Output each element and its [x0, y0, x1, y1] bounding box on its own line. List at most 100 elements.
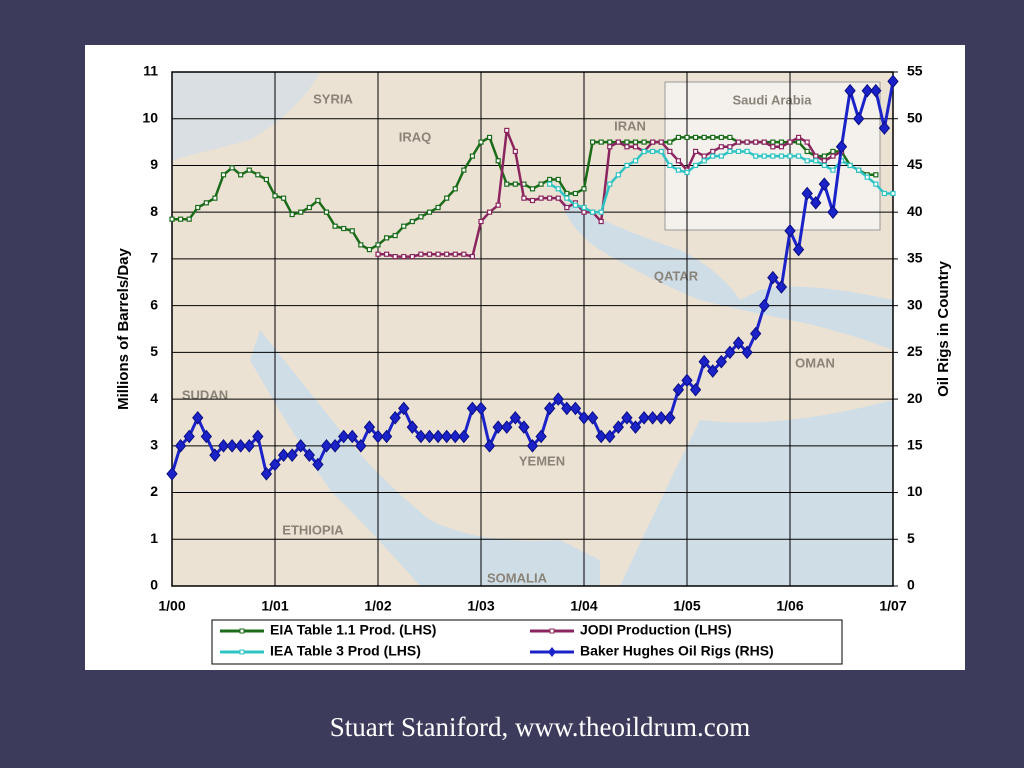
point	[701, 158, 707, 164]
point	[547, 195, 553, 201]
point	[535, 429, 547, 444]
point	[406, 420, 418, 434]
point	[629, 420, 642, 434]
point	[795, 153, 802, 159]
y2-tick-label: 0	[907, 577, 915, 593]
point	[572, 190, 579, 197]
point	[675, 167, 682, 173]
point	[632, 139, 639, 145]
point	[624, 139, 630, 145]
point	[252, 429, 264, 444]
point	[741, 345, 753, 360]
point	[372, 429, 384, 444]
point	[870, 83, 882, 98]
point	[624, 162, 630, 169]
point	[366, 246, 373, 253]
point	[607, 181, 613, 187]
point	[664, 411, 676, 425]
legend-marker	[239, 628, 245, 634]
y2-tick-label: 15	[907, 437, 923, 453]
point	[778, 144, 785, 150]
x-tick-label: 1/00	[158, 598, 185, 614]
point	[830, 167, 836, 173]
point	[821, 162, 827, 169]
point	[692, 162, 699, 169]
point	[469, 153, 476, 159]
point	[452, 186, 458, 192]
point	[744, 148, 750, 155]
point	[263, 176, 270, 183]
point	[632, 144, 639, 150]
point	[595, 429, 607, 444]
point	[767, 270, 779, 285]
y2-tick-label: 5	[907, 530, 915, 546]
map-label: QATAR	[654, 268, 699, 283]
point	[169, 216, 175, 222]
point	[418, 251, 424, 257]
point	[701, 153, 707, 159]
point	[586, 411, 599, 425]
plot-frame	[171, 71, 894, 587]
point	[177, 216, 184, 222]
point	[795, 134, 802, 141]
point	[380, 429, 393, 444]
point	[555, 186, 561, 192]
point	[526, 439, 539, 453]
y-tick-label: 6	[150, 296, 158, 312]
point	[650, 148, 656, 155]
point	[469, 253, 476, 260]
point	[332, 223, 338, 229]
point	[698, 354, 710, 369]
point	[255, 172, 261, 178]
y-tick-label: 7	[150, 250, 158, 266]
legend-marker	[239, 649, 245, 655]
map-label: IRAN	[614, 118, 646, 133]
point	[363, 420, 376, 434]
map-label: SOMALIA	[487, 570, 548, 585]
point	[801, 186, 813, 201]
point	[692, 148, 699, 155]
point	[432, 429, 444, 444]
point	[830, 148, 836, 155]
y-tick-label: 2	[150, 483, 158, 499]
map-label: OMAN	[795, 355, 835, 370]
point	[195, 204, 201, 211]
point	[495, 202, 501, 208]
y2-tick-label: 20	[907, 390, 923, 406]
x-tick-label: 1/04	[570, 598, 597, 614]
point	[461, 251, 467, 257]
point	[598, 218, 604, 225]
point	[426, 209, 433, 215]
point	[821, 158, 827, 164]
point	[229, 165, 235, 171]
point	[495, 158, 501, 164]
point	[538, 195, 544, 201]
point	[512, 148, 518, 155]
point	[435, 251, 441, 257]
point	[423, 429, 436, 444]
point	[804, 148, 810, 155]
point	[289, 211, 295, 218]
point	[192, 411, 204, 425]
point	[784, 224, 796, 238]
point	[844, 83, 856, 98]
point	[346, 429, 358, 444]
point	[624, 144, 630, 150]
y-tick-label: 11	[143, 63, 158, 79]
point	[727, 144, 733, 150]
point	[315, 197, 321, 204]
point	[272, 193, 278, 199]
point	[478, 139, 484, 145]
mediterranean	[172, 72, 320, 160]
point	[415, 429, 427, 444]
point	[718, 134, 724, 141]
point	[792, 242, 805, 257]
point	[375, 242, 381, 248]
point	[466, 401, 479, 416]
point	[775, 280, 788, 294]
point	[707, 364, 719, 378]
legend-label: JODI Production (LHS)	[580, 622, 732, 638]
point	[681, 373, 693, 388]
point	[750, 326, 762, 341]
